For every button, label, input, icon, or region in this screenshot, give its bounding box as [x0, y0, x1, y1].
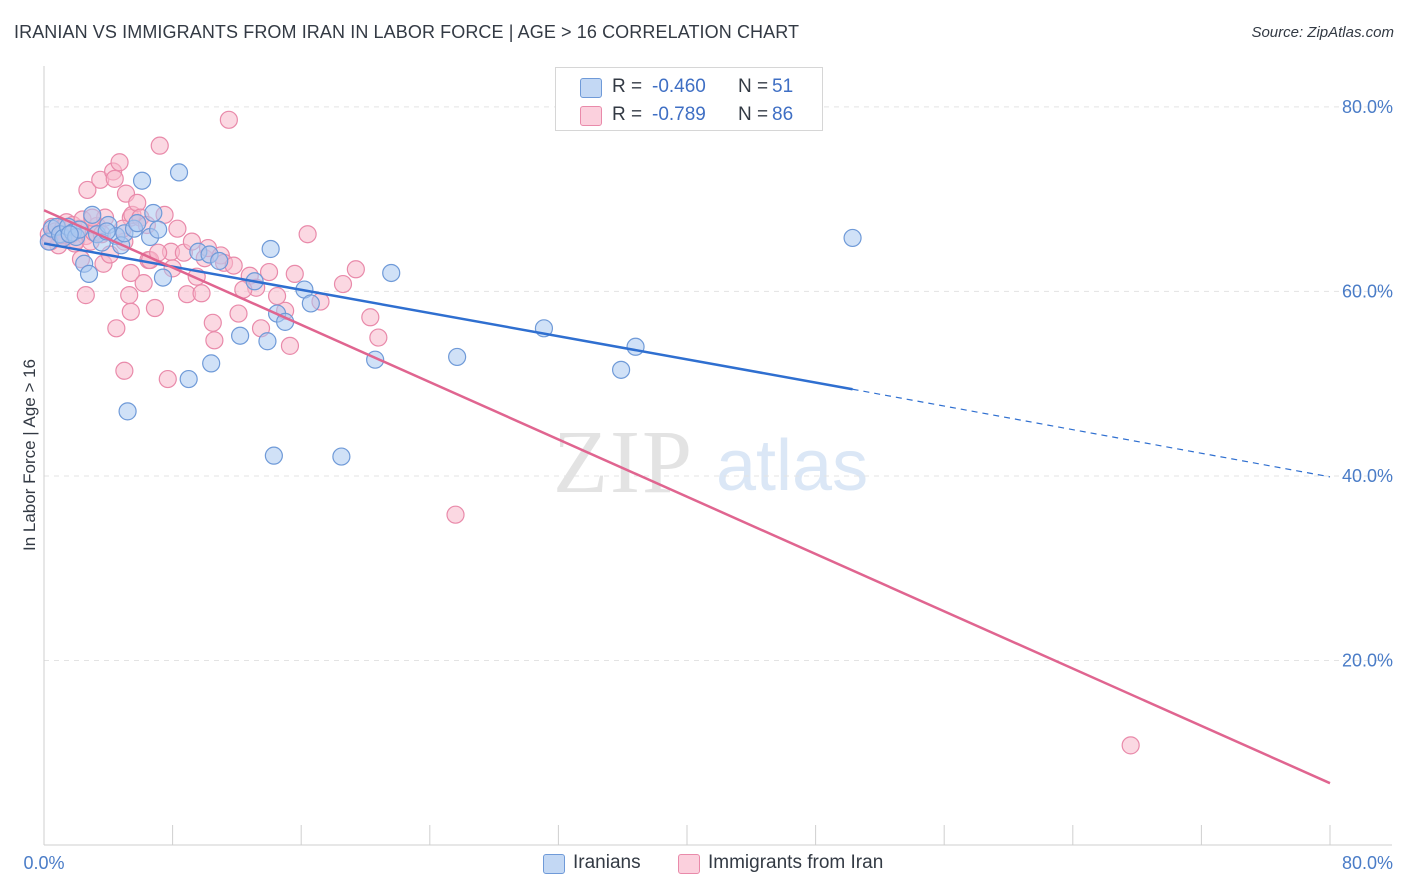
point-iranians-18 — [118, 402, 137, 421]
point-iranians-40 — [264, 446, 283, 465]
point-immigrants-63 — [346, 260, 365, 279]
point-iranians-20 — [128, 214, 147, 233]
point-immigrants-48 — [203, 313, 222, 332]
point-iranians-25 — [153, 268, 173, 287]
point-iranians-35 — [261, 239, 280, 259]
point-immigrants-62 — [333, 274, 353, 294]
point-immigrants-34 — [134, 274, 153, 293]
legend-swatch-iranians — [580, 78, 602, 98]
watermark-zip: ZIP — [553, 413, 694, 512]
x-tick-label-min: 0.0% — [23, 853, 64, 873]
y-tick-label-1: 40.0% — [1342, 466, 1393, 486]
point-iranians-32 — [231, 326, 250, 345]
point-immigrants-45 — [192, 284, 211, 303]
point-iranians-27 — [179, 369, 198, 389]
point-immigrants-36 — [145, 298, 165, 318]
point-iranians-30 — [202, 354, 221, 373]
legend-r-label: R = — [612, 104, 643, 125]
point-immigrants-60 — [285, 264, 304, 283]
bottom-legend-swatch-immigrants — [678, 854, 700, 874]
chart-title: IRANIAN VS IMMIGRANTS FROM IRAN IN LABOR… — [14, 22, 800, 42]
trendline-iranians — [43, 242, 853, 391]
legend-r-label: R = — [612, 76, 643, 97]
y-axis-title: In Labor Force | Age > 16 — [20, 359, 39, 551]
tick-labels: 20.0% 40.0% 60.0% 80.0% 0.0% 80.0% — [23, 97, 1393, 873]
watermark: ZIP atlas — [553, 413, 868, 512]
point-iranians-24 — [149, 220, 168, 239]
point-iranians-48 — [843, 228, 862, 248]
point-immigrants-64 — [361, 308, 380, 327]
legend-row-immigrants: R = -0.789 N = 86 — [556, 101, 822, 129]
point-immigrants-20 — [105, 169, 124, 188]
point-immigrants-59 — [280, 336, 300, 355]
point-iranians-31 — [210, 251, 229, 271]
point-immigrants-65 — [369, 328, 388, 347]
trendline-immigrants — [43, 209, 1331, 785]
point-immigrants-66 — [446, 505, 465, 524]
axes — [43, 66, 1392, 846]
legend-swatch-immigrants — [580, 106, 602, 126]
legend: R = -0.460 N = 51 R = -0.789 N = 86 — [555, 67, 823, 131]
y-tick-label-2: 60.0% — [1342, 281, 1393, 301]
grid-lines — [44, 106, 1392, 661]
point-immigrants-33 — [121, 263, 140, 283]
y-tick-label-3: 80.0% — [1342, 97, 1393, 117]
point-immigrants-57 — [259, 262, 279, 282]
point-iranians-44 — [448, 347, 467, 367]
point-iranians-39 — [301, 294, 320, 313]
y-tick-label-0: 20.0% — [1342, 650, 1393, 670]
point-iranians-46 — [611, 360, 631, 379]
point-iranians-43 — [382, 263, 401, 283]
point-immigrants-29 — [107, 319, 126, 338]
trendlines — [43, 209, 1331, 785]
point-immigrants-30 — [115, 361, 134, 380]
point-iranians-21 — [132, 171, 152, 190]
point-iranians-49 — [60, 225, 79, 244]
point-iranians-23 — [144, 203, 163, 223]
trendline-iranians-extension — [852, 388, 1331, 478]
source-label: Source: ZipAtlas.com — [1251, 24, 1394, 41]
legend-n-label: N = — [738, 104, 769, 125]
point-immigrants-25 — [128, 193, 147, 212]
legend-row-iranians: R = -0.460 N = 51 — [556, 73, 822, 101]
point-immigrants-49 — [205, 331, 224, 350]
watermark-atlas: atlas — [716, 426, 868, 506]
legend-n-label: N = — [738, 76, 769, 97]
bottom-legend-label-immigrants: Immigrants from Iran — [708, 852, 884, 873]
point-immigrants-41 — [168, 219, 187, 238]
point-iranians-41 — [332, 447, 351, 466]
point-immigrants-21 — [110, 153, 129, 172]
legend-r-value-iranians: -0.460 — [652, 76, 706, 97]
point-iranians-47 — [626, 337, 645, 356]
point-immigrants-38 — [150, 136, 169, 155]
legend-n-value-iranians: 51 — [772, 76, 794, 97]
legend-n-value-immigrants: 86 — [772, 104, 794, 125]
point-immigrants-39 — [158, 369, 177, 389]
point-immigrants-32 — [121, 302, 140, 321]
point-iranians-11 — [83, 205, 102, 224]
point-immigrants-52 — [219, 110, 238, 129]
point-iranians-34 — [258, 332, 277, 351]
bottom-legend-swatch-iranians — [543, 854, 565, 874]
point-immigrants-31 — [120, 286, 139, 305]
point-immigrants-61 — [298, 225, 317, 244]
point-immigrants-80 — [267, 286, 287, 306]
point-immigrants-16 — [78, 180, 97, 200]
legend-r-value-immigrants: -0.789 — [652, 104, 706, 125]
bottom-legend-label-iranians: Iranians — [573, 852, 641, 873]
point-immigrants-53 — [229, 304, 248, 323]
point-immigrants-28 — [76, 286, 95, 305]
point-immigrants-67 — [1121, 736, 1140, 755]
x-tick-label-max: 80.0% — [1342, 853, 1393, 873]
point-iranians-26 — [169, 163, 189, 182]
point-iranians-10 — [79, 264, 99, 283]
